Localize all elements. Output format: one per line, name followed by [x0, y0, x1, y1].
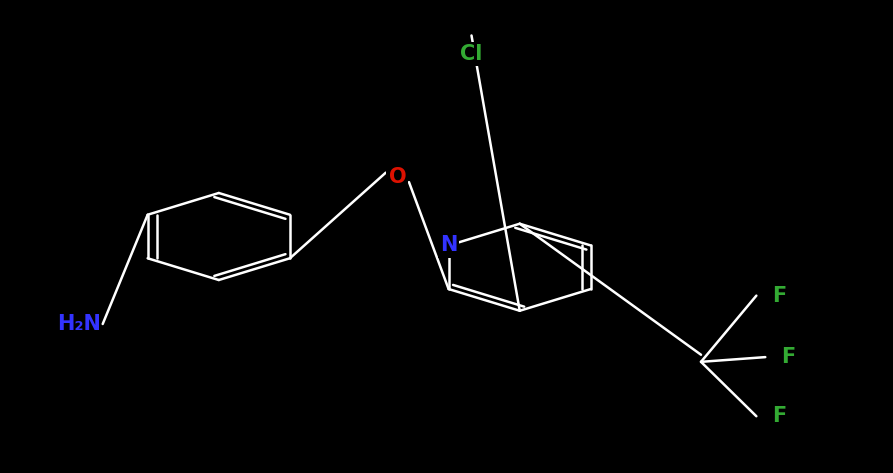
Text: F: F: [781, 347, 796, 367]
Text: O: O: [388, 167, 406, 187]
Text: H₂N: H₂N: [57, 314, 101, 334]
Text: N: N: [440, 236, 457, 255]
Text: F: F: [772, 286, 787, 306]
Text: F: F: [772, 406, 787, 426]
Text: Cl: Cl: [460, 44, 483, 64]
